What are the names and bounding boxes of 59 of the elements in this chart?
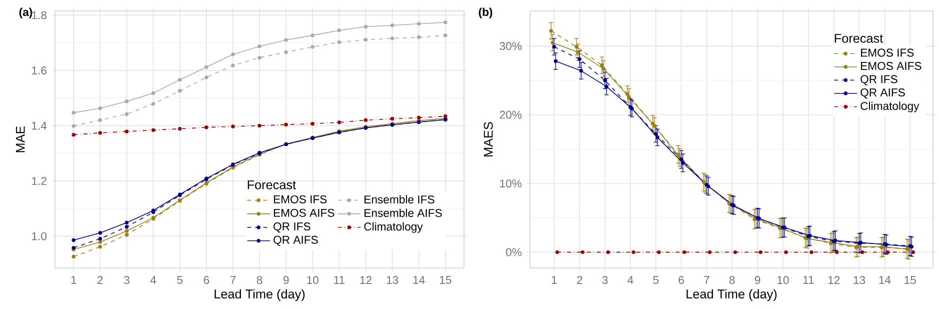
x-tick-label: 10 [307, 276, 318, 284]
legend-label: EMOS IFS [274, 195, 327, 204]
y-axis-title: MAES [484, 122, 493, 156]
legend-title: Forecast [834, 34, 884, 43]
legend-label: QR AIFS [274, 236, 318, 246]
y-tick-label: 1.0 [32, 232, 47, 240]
y-tick-label: 20% [500, 110, 522, 119]
x-tick-label: 5 [653, 276, 659, 284]
y-tick-label: 1.6 [32, 66, 46, 74]
legend-label: QR IFS [274, 222, 310, 232]
x-tick-label: 3 [124, 276, 130, 284]
legend-label: EMOS AIFS [860, 62, 922, 70]
x-tick-label: 8 [256, 276, 262, 284]
legend-label: QR AIFS [860, 88, 905, 98]
legend-label: EMOS AIFS [274, 208, 334, 217]
x-tick-label: 9 [754, 276, 760, 284]
x-tick-label: 12 [828, 276, 840, 284]
x-tick-label: 11 [334, 276, 345, 284]
x-tick-label: 6 [204, 276, 210, 284]
x-tick-label: 7 [230, 276, 236, 284]
x-axis-title: Lead Time (day) [686, 289, 777, 302]
x-tick-label: 1 [552, 276, 557, 284]
legend-label: Climatology [364, 222, 423, 233]
y-tick-label: 1.8 [32, 11, 46, 20]
x-tick-label: 15 [440, 276, 452, 284]
x-tick-label: 5 [177, 276, 183, 284]
x-tick-label: 13 [854, 276, 866, 284]
x-tick-label: 12 [360, 276, 372, 284]
x-tick-label: 13 [386, 276, 398, 284]
legend-title: Forecast [248, 180, 296, 190]
x-tick-label: 11 [803, 276, 814, 284]
y-tick-label: 10% [500, 179, 522, 188]
y-axis-title: MAE [16, 126, 25, 152]
x-tick-label: 4 [150, 276, 156, 284]
y-tick-label: 30% [500, 42, 522, 50]
x-tick-label: 14 [413, 276, 425, 284]
chart-title: (a) [19, 8, 32, 18]
x-tick-label: 3 [602, 276, 608, 284]
legend-label: Ensemble IFS [364, 195, 434, 204]
x-tick-label: 1 [71, 276, 76, 284]
legend-label: EMOS IFS [860, 48, 914, 57]
x-tick-label: 6 [678, 276, 684, 284]
x-tick-label: 14 [879, 276, 891, 284]
x-tick-label: 15 [904, 276, 916, 284]
legend-label: Climatology [860, 102, 920, 112]
chart-title: (b) [478, 8, 492, 18]
x-tick-label: 2 [576, 276, 582, 284]
x-tick-label: 4 [628, 276, 634, 284]
x-axis-title: Lead Time (day) [214, 289, 305, 302]
y-tick-label: 0% [506, 248, 522, 256]
x-tick-label: 7 [704, 276, 710, 284]
legend-label: Ensemble AIFS [364, 208, 442, 218]
x-tick-label: 2 [98, 276, 103, 284]
x-tick-label: 9 [283, 276, 289, 284]
y-tick-label: 1.2 [32, 176, 46, 185]
x-tick-label: 10 [778, 276, 789, 284]
x-tick-label: 8 [729, 276, 735, 284]
legend-label: QR IFS [860, 75, 898, 86]
y-tick-label: 1.4 [32, 122, 47, 130]
